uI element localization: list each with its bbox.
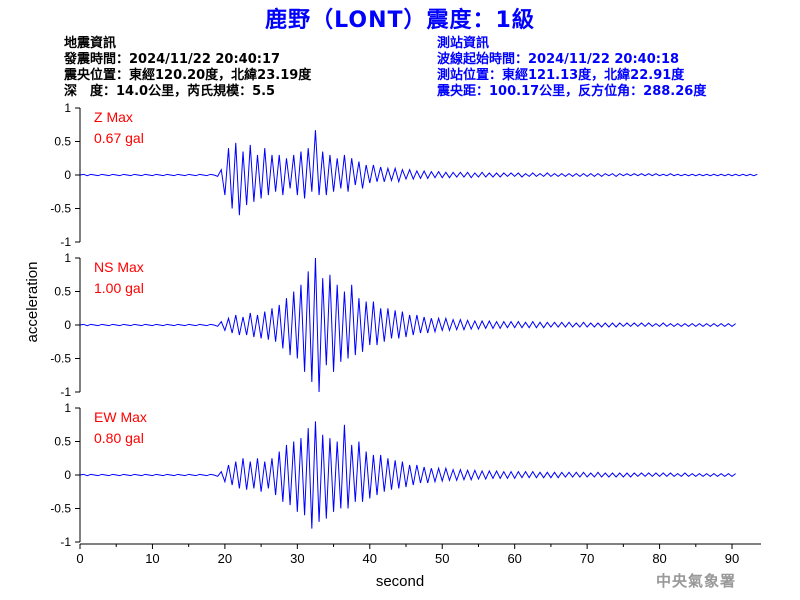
y-tick-label-ns: -0.5 xyxy=(50,352,71,366)
y-tick-label-ew: -0.5 xyxy=(50,502,71,516)
trace-ew xyxy=(79,421,736,529)
earthquake-info-heading: 地震資訊 xyxy=(64,36,117,51)
x-tick-label: 10 xyxy=(145,551,159,566)
y-axis-label: acceleration xyxy=(24,262,41,343)
y-tick-label-ew: 1 xyxy=(64,401,71,415)
trace-z xyxy=(79,130,758,216)
epicenter-location: 震央位置：東經120.20度，北緯23.19度 xyxy=(64,68,312,83)
y-tick-label-ns: 1 xyxy=(64,251,71,265)
y-tick-label-z: -1 xyxy=(60,235,71,249)
y-tick-label-z: 0.5 xyxy=(54,135,71,149)
x-tick-label: 0 xyxy=(76,551,83,566)
x-tick-label: 50 xyxy=(435,551,449,566)
max-value-ns: 1.00 gal xyxy=(94,280,144,296)
trace-ns xyxy=(79,257,736,393)
agency-watermark: 中央氣象署 xyxy=(656,572,737,590)
x-tick-label: 70 xyxy=(580,551,594,566)
y-tick-label-z: 0 xyxy=(64,168,71,182)
y-tick-label-ns: 0.5 xyxy=(54,285,71,299)
y-tick-label-ns: 0 xyxy=(64,318,71,332)
earthquake-info: 地震資訊 發震時間：2024/11/22 20:40:17 震央位置：東經120… xyxy=(64,36,311,100)
station-location: 測站位置：東經121.13度，北緯22.91度 xyxy=(437,68,685,83)
x-tick-label: 30 xyxy=(290,551,304,566)
max-label-ns: NS Max xyxy=(94,259,144,275)
origin-time: 發震時間：2024/11/22 20:40:17 xyxy=(64,52,281,67)
max-value-ew: 0.80 gal xyxy=(94,430,144,446)
x-tick-label: 80 xyxy=(652,551,666,566)
station-info: 測站資訊 波線起始時間：2024/11/22 20:40:18 測站位置：東經1… xyxy=(437,36,706,100)
x-tick-label: 40 xyxy=(363,551,377,566)
y-tick-label-ew: -1 xyxy=(60,535,71,549)
y-tick-label-ew: 0 xyxy=(64,468,71,482)
max-label-ew: EW Max xyxy=(94,409,147,425)
station-info-heading: 測站資訊 xyxy=(437,36,490,51)
max-label-z: Z Max xyxy=(94,109,133,125)
epicentral-distance: 震央距：100.17公里，反方位角：288.26度 xyxy=(437,84,707,99)
x-tick-label: 20 xyxy=(218,551,232,566)
max-value-z: 0.67 gal xyxy=(94,130,144,146)
y-tick-label-z: 1 xyxy=(64,101,71,115)
y-tick-label-ns: -1 xyxy=(60,385,71,399)
y-tick-label-z: -0.5 xyxy=(50,202,71,216)
depth-magnitude: 深 度：14.0公里，芮氏規模：5.5 xyxy=(64,84,276,99)
x-axis-label: second xyxy=(376,573,424,590)
y-tick-label-ew: 0.5 xyxy=(54,435,71,449)
x-tick-label: 60 xyxy=(507,551,521,566)
x-tick-label: 90 xyxy=(725,551,739,566)
waveform-start-time: 波線起始時間：2024/11/22 20:40:18 xyxy=(437,52,680,67)
chart-title: 鹿野（LONT）震度：1級 xyxy=(265,8,535,33)
